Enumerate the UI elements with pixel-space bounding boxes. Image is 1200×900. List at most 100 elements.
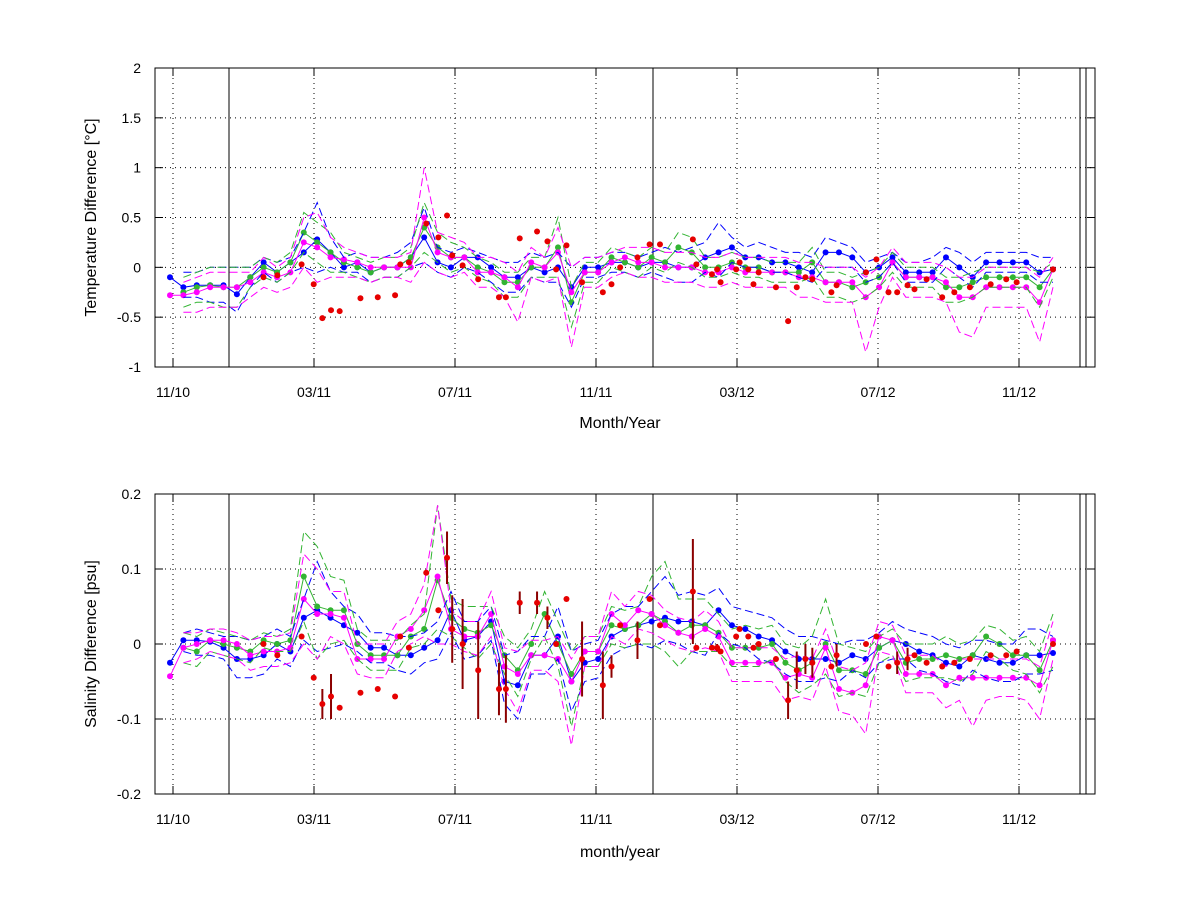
series-point-green (608, 254, 615, 261)
series-point-magenta (902, 671, 909, 677)
series-point-magenta (193, 289, 200, 296)
series-point-green (394, 652, 401, 659)
obs-point (319, 701, 326, 707)
obs-point (1003, 276, 1010, 283)
series-point-blue (795, 264, 802, 271)
series-point-blue (715, 249, 722, 256)
series-point-green (367, 269, 374, 276)
y-tick-label: -0.2 (117, 786, 141, 802)
x-axis-label: month/year (580, 844, 661, 861)
series-point-magenta (461, 254, 468, 261)
series-point-blue (983, 259, 990, 266)
series-point-blue (809, 269, 816, 276)
x-tick-label: 03/11 (297, 811, 331, 827)
series-point-blue (595, 656, 602, 662)
obs-point (449, 626, 456, 632)
series-point-magenta (621, 622, 628, 629)
y-axis-label: Temperature Difference [°C] (83, 118, 100, 316)
obs-point (689, 236, 696, 243)
y-tick-label: -0.5 (117, 309, 141, 325)
series-point-green (354, 264, 361, 271)
series-point-magenta (193, 641, 200, 647)
series-point-green (568, 671, 575, 677)
obs-point (911, 652, 918, 659)
obs-point (617, 264, 624, 271)
obs-point (809, 659, 816, 666)
obs-point (708, 644, 715, 651)
obs-point (544, 614, 551, 621)
series-point-magenta (956, 674, 963, 681)
series-point-green (795, 269, 802, 276)
series-point-green (862, 671, 869, 677)
series-point-green (755, 264, 762, 271)
obs-point (863, 269, 870, 276)
obs-point (833, 652, 840, 659)
series-point-magenta (167, 292, 173, 299)
obs-point (516, 599, 523, 606)
series-point-blue (742, 626, 749, 632)
series-point-blue (942, 254, 949, 261)
obs-point (828, 289, 835, 296)
obs-point (733, 266, 740, 273)
obs-point (750, 644, 757, 651)
obs-point (553, 266, 560, 273)
obs-point (444, 212, 451, 219)
series-point-magenta (742, 659, 749, 666)
series-point-magenta (1023, 674, 1030, 681)
obs-point (894, 659, 901, 666)
series-point-green (728, 644, 735, 651)
series-point-green (314, 239, 321, 246)
obs-point (475, 667, 482, 674)
obs-point (1013, 279, 1020, 286)
series-point-green (942, 652, 949, 659)
series-point-green (300, 229, 307, 236)
series-point-blue (260, 259, 267, 266)
series-point-magenta (648, 611, 655, 617)
series-point-blue (956, 264, 963, 271)
series-point-blue (782, 259, 789, 266)
series-point-magenta (996, 674, 1003, 681)
series-point-blue (300, 614, 307, 621)
obs-point (828, 663, 835, 670)
series-point-blue (407, 652, 414, 659)
series-point-magenta (916, 671, 923, 677)
series-point-blue (755, 633, 762, 640)
series-point-green (702, 264, 709, 271)
series-point-green (648, 254, 655, 261)
y-tick-label: 0.1 (122, 561, 142, 577)
series-point-green (488, 622, 495, 629)
obs-point (563, 596, 570, 602)
y-tick-label: 0.5 (122, 210, 142, 226)
series-point-green (1023, 652, 1030, 659)
series-point-blue (822, 249, 829, 256)
series-point-green (421, 626, 428, 632)
series-point-green (407, 254, 414, 261)
obs-point (745, 633, 752, 640)
series-point-green (621, 259, 628, 266)
series-point-magenta (220, 284, 227, 291)
series-point-magenta (340, 614, 347, 621)
envelope-dashed-line-blue (183, 560, 1054, 656)
x-tick-label: 11/10 (156, 384, 190, 400)
obs-point (951, 289, 958, 296)
obs-point (328, 307, 335, 314)
series-point-blue (849, 652, 856, 659)
obs-point (939, 294, 946, 301)
series-point-magenta (354, 259, 361, 266)
series-point-magenta (541, 264, 548, 271)
obs-point (310, 281, 317, 288)
series-point-blue (180, 284, 187, 291)
series-point-blue (728, 622, 735, 629)
series-point-green (1023, 274, 1030, 281)
series-point-magenta (769, 269, 776, 276)
series-point-blue (902, 269, 909, 276)
series-point-blue (488, 264, 495, 271)
obs-point (374, 294, 381, 301)
series-point-magenta (233, 641, 240, 647)
x-axis-label: Month/Year (579, 415, 661, 432)
series-point-magenta (916, 274, 923, 281)
series-point-magenta (956, 294, 963, 301)
series-point-green (635, 264, 642, 271)
obs-point (785, 318, 792, 325)
obs-point (502, 294, 509, 301)
